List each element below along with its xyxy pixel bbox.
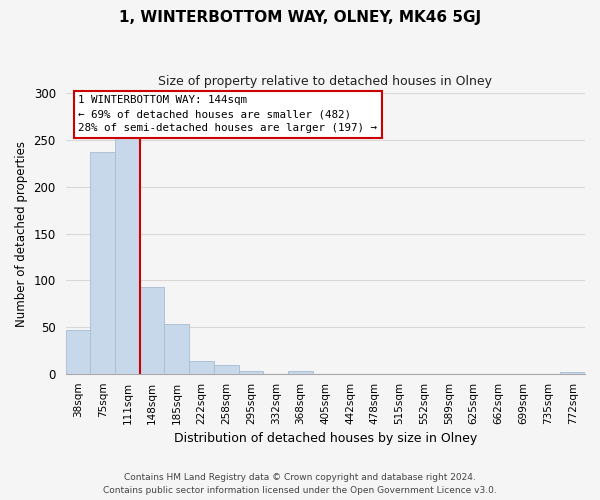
Bar <box>189 361 214 374</box>
Bar <box>65 330 90 374</box>
Title: Size of property relative to detached houses in Olney: Size of property relative to detached ho… <box>158 75 492 88</box>
Bar <box>90 152 115 374</box>
Bar <box>288 371 313 374</box>
Text: 1, WINTERBOTTOM WAY, OLNEY, MK46 5GJ: 1, WINTERBOTTOM WAY, OLNEY, MK46 5GJ <box>119 10 481 25</box>
Bar <box>140 287 164 374</box>
Bar <box>115 138 140 374</box>
Y-axis label: Number of detached properties: Number of detached properties <box>15 140 28 326</box>
Bar <box>214 366 239 374</box>
Bar <box>560 372 585 374</box>
Text: Contains HM Land Registry data © Crown copyright and database right 2024.
Contai: Contains HM Land Registry data © Crown c… <box>103 473 497 495</box>
Text: 1 WINTERBOTTOM WAY: 144sqm
← 69% of detached houses are smaller (482)
28% of sem: 1 WINTERBOTTOM WAY: 144sqm ← 69% of deta… <box>79 95 377 133</box>
Bar <box>239 371 263 374</box>
Bar <box>164 324 189 374</box>
X-axis label: Distribution of detached houses by size in Olney: Distribution of detached houses by size … <box>173 432 477 445</box>
